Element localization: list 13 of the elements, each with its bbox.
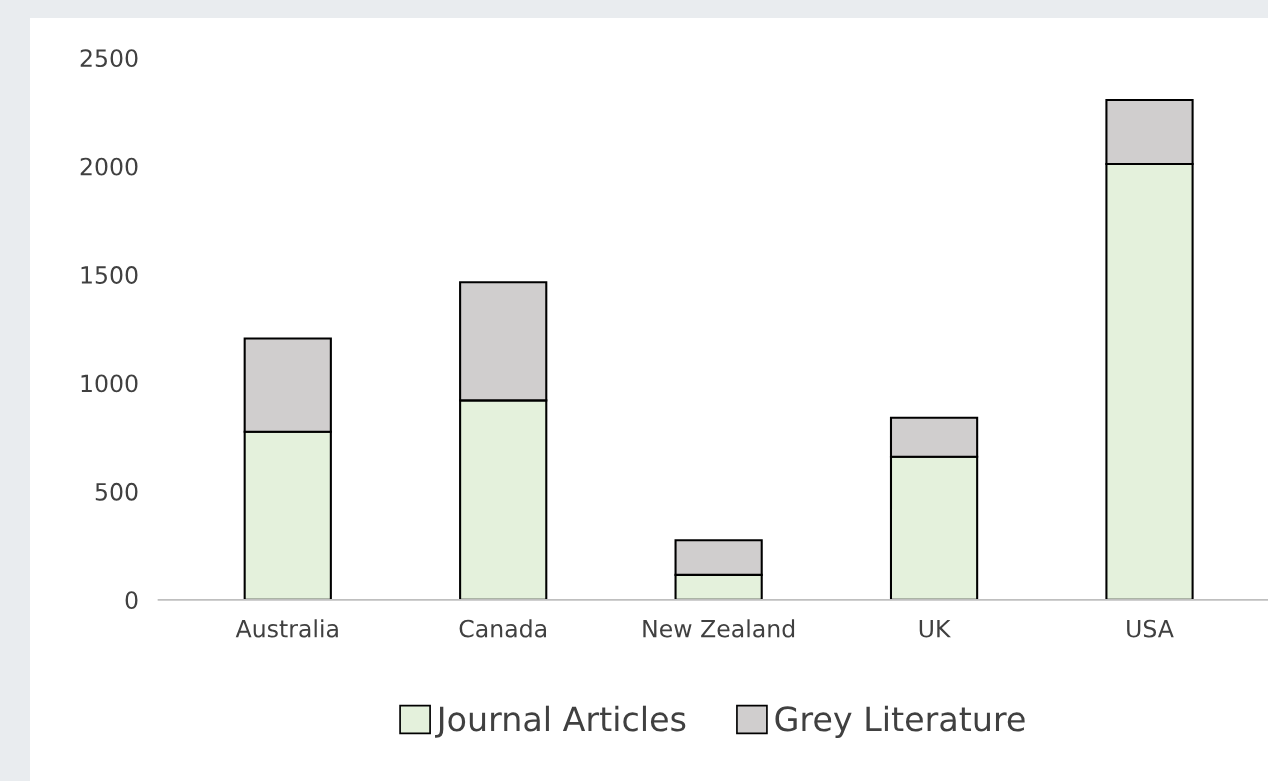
- legend-label: Journal Articles: [435, 705, 686, 738]
- y-tick-label: 1500: [81, 266, 138, 284]
- y-tick-label: 1000: [81, 374, 138, 393]
- y-tick-label: 2000: [80, 157, 138, 176]
- x-tick-label: Canada: [459, 619, 546, 638]
- y-tick-label: 500: [95, 482, 138, 501]
- y-tick-label: 0: [125, 591, 138, 610]
- y-tick-label: 2500: [80, 49, 138, 68]
- x-tick-label: UK: [919, 619, 951, 638]
- legend-label: Grey Literature: [775, 705, 1025, 738]
- x-tick-label: New Zealand: [643, 619, 795, 638]
- x-tick-label: USA: [1127, 619, 1174, 638]
- x-tick-label: Australia: [235, 619, 338, 638]
